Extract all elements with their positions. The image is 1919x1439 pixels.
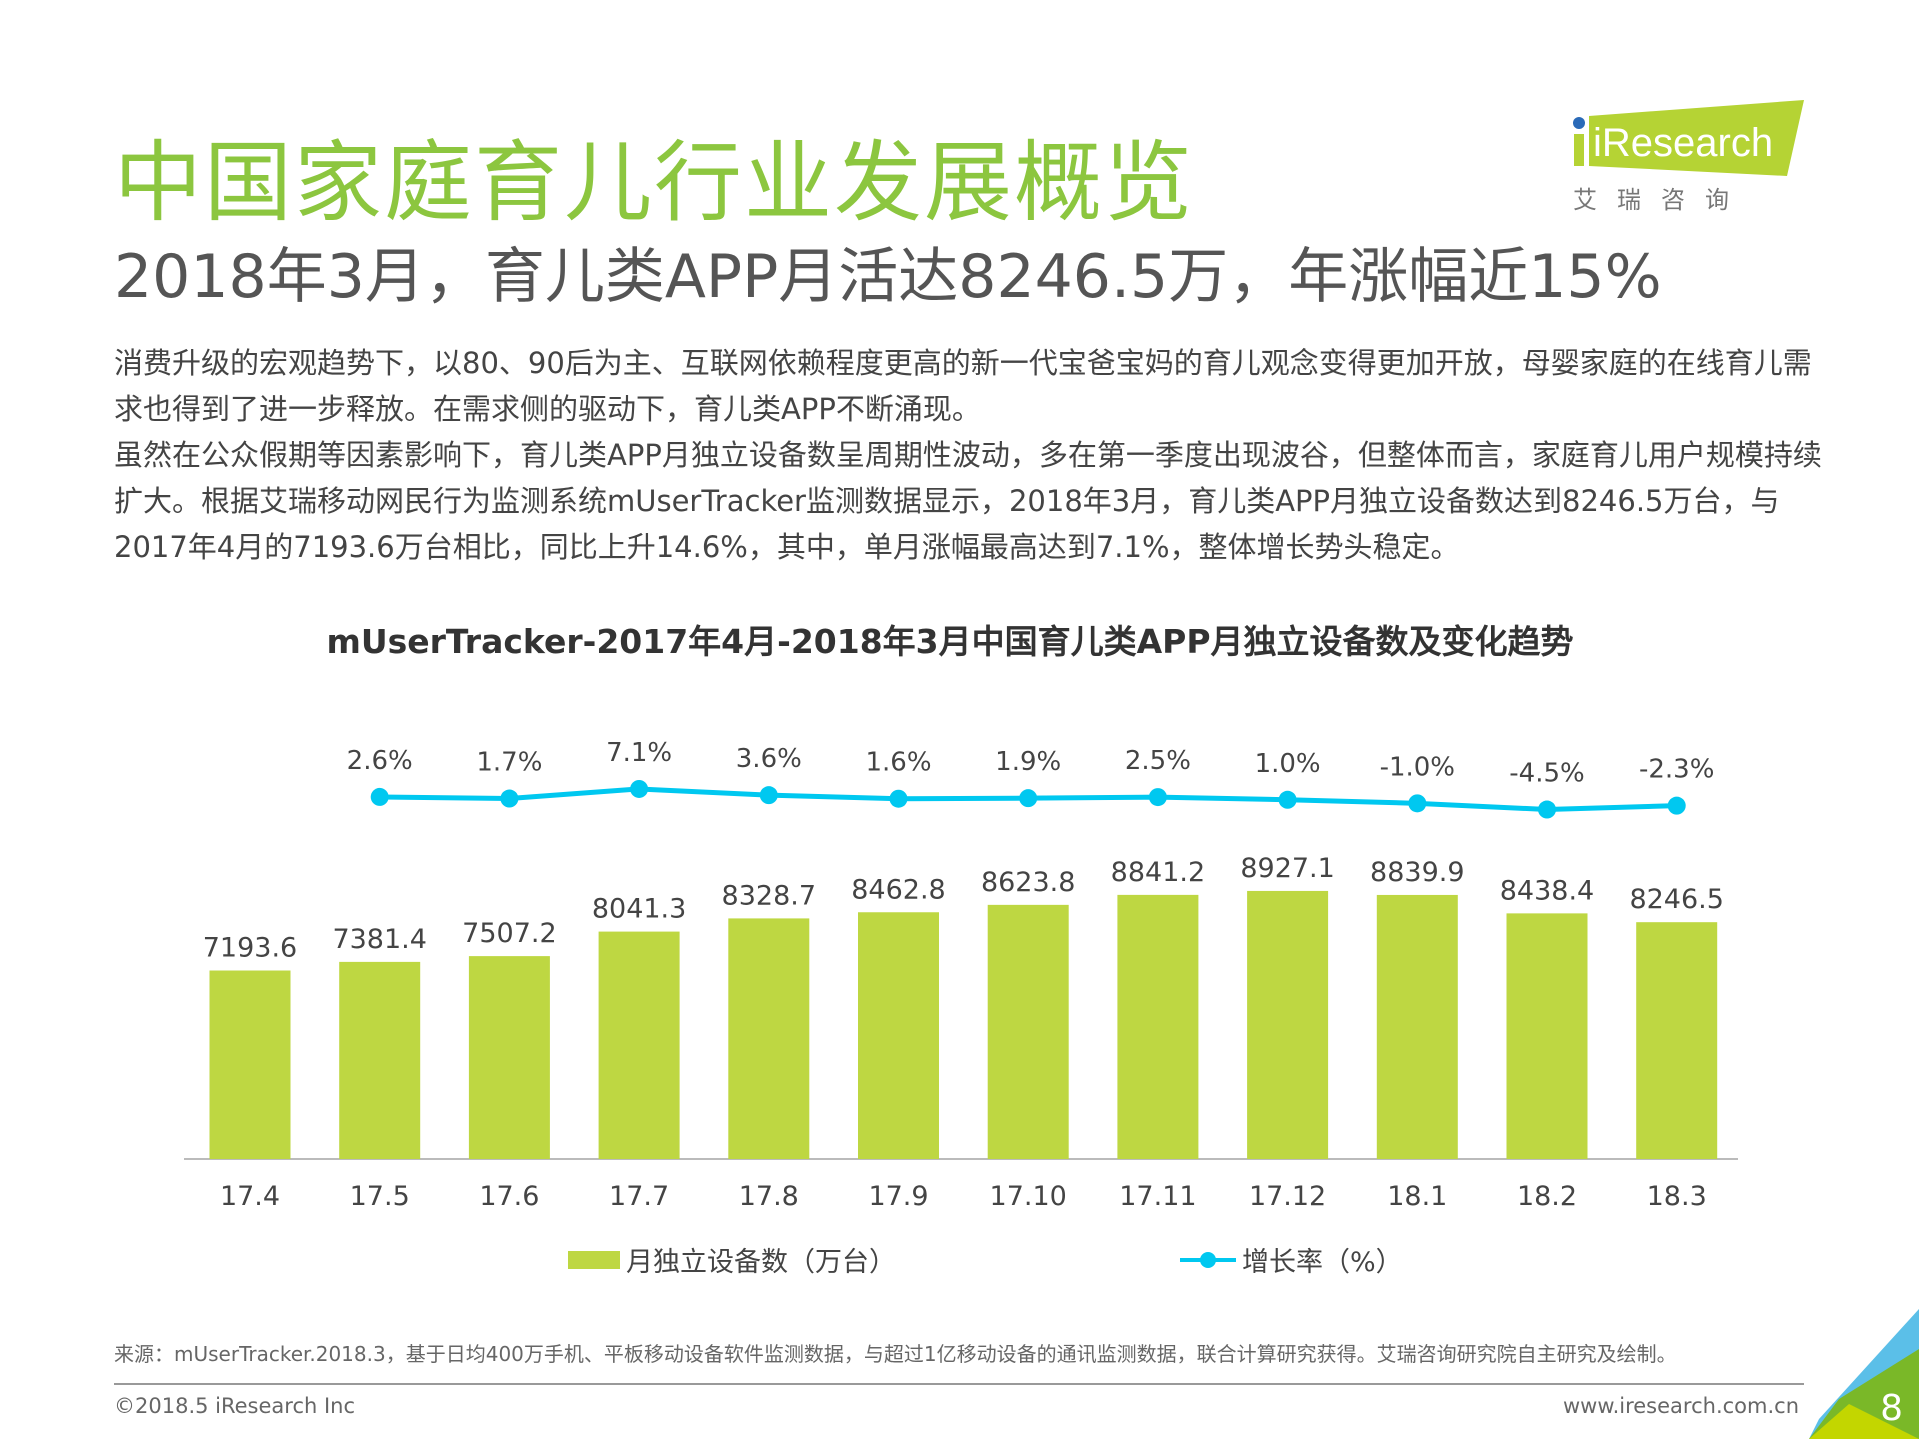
x-tick-label: 17.12 — [1249, 1181, 1326, 1212]
legend-swatch-line — [1180, 1251, 1236, 1268]
bar-data-label: 8246.5 — [1629, 884, 1723, 915]
bar — [1117, 894, 1199, 1159]
corner-decoration — [1809, 1309, 1919, 1439]
paragraph: 消费升级的宏观趋势下，以80、90后为主、互联网依赖程度更高的新一代宝爸宝妈的育… — [114, 346, 1812, 426]
bar — [728, 918, 810, 1159]
copyright: ©2018.5 iResearch Inc — [114, 1394, 356, 1418]
page-subtitle: 2018年3月，育儿类APP月活达8246.5万，年涨幅近15% — [114, 242, 1662, 312]
bar — [987, 904, 1069, 1159]
line-point — [1538, 800, 1556, 819]
legend-item-line: 增长率（%） — [1180, 1240, 1403, 1279]
logo-text: iResearch — [1593, 121, 1773, 165]
bar — [1636, 922, 1718, 1159]
bar — [1376, 894, 1458, 1159]
line-data-label: 1.7% — [476, 748, 542, 778]
x-tick-label: 18.2 — [1517, 1181, 1577, 1212]
bar-data-label: 8328.7 — [722, 880, 816, 911]
bar-data-label: 8462.8 — [851, 874, 945, 905]
bar — [1247, 890, 1329, 1159]
line-point — [759, 786, 778, 805]
legend-swatch-bar — [568, 1250, 620, 1269]
line-point — [1019, 789, 1038, 808]
chart-title: mUserTracker-2017年4月-2018年3月中国育儿类APP月独立设… — [326, 622, 1574, 661]
bar — [209, 970, 291, 1159]
x-tick-label: 17.8 — [739, 1181, 799, 1212]
footer-divider — [114, 1383, 1804, 1385]
logo-graphic: iResearch 艾瑞咨询 — [1573, 100, 1804, 214]
line-point — [500, 789, 519, 808]
line-data-label: -2.3% — [1639, 755, 1714, 785]
line-point — [1278, 790, 1297, 809]
line-point — [1148, 788, 1167, 807]
x-tick-label: 18.3 — [1647, 1181, 1707, 1212]
line-data-label: 7.1% — [606, 738, 672, 768]
bar-data-label: 8438.4 — [1500, 875, 1594, 906]
source-note: 来源：mUserTracker.2018.3，基于日均400万手机、平板移动设备… — [114, 1342, 1677, 1366]
line-data-label: 1.9% — [995, 747, 1061, 777]
line-point — [1408, 794, 1427, 813]
page-title: 中国家庭育儿行业发展概览 — [114, 131, 1195, 234]
website-link[interactable]: www.iresearch.com.cn — [1562, 1394, 1799, 1418]
x-tick-label: 17.6 — [479, 1181, 539, 1212]
x-tick-label: 17.5 — [350, 1181, 410, 1212]
x-tick-label: 17.9 — [868, 1181, 928, 1212]
line-point — [370, 787, 389, 806]
bar — [468, 956, 550, 1159]
line-point — [1667, 796, 1686, 815]
line-data-label: 3.6% — [736, 744, 802, 774]
legend-label: 增长率（%） — [1242, 1247, 1403, 1278]
bar-data-label: 7381.4 — [332, 924, 426, 955]
svg-text:艾瑞咨询: 艾瑞咨询 — [1573, 186, 1749, 214]
line-point — [630, 779, 649, 798]
bar-data-label: 8841.2 — [1111, 857, 1205, 888]
line-data-label: 2.6% — [347, 746, 413, 776]
bar — [858, 912, 939, 1159]
bar — [339, 961, 421, 1159]
bar-data-label: 8041.3 — [592, 894, 686, 925]
bar-data-label: 7507.2 — [462, 918, 556, 949]
bar-data-label: 8839.9 — [1370, 857, 1464, 888]
iresearch-logo: iResearch 艾瑞咨询 — [1559, 96, 1819, 216]
x-tick-label: 17.10 — [990, 1181, 1067, 1212]
line-data-label: -4.5% — [1509, 759, 1584, 789]
bar — [1506, 913, 1588, 1159]
page-number: 8 — [1880, 1388, 1903, 1429]
x-tick-label: 18.1 — [1387, 1181, 1447, 1212]
x-tick-label: 17.11 — [1119, 1181, 1196, 1212]
line-data-label: 1.0% — [1255, 749, 1321, 779]
x-tick-label: 17.7 — [609, 1181, 669, 1212]
body-text: 消费升级的宏观趋势下，以80、90后为主、互联网依赖程度更高的新一代宝爸宝妈的育… — [114, 340, 1834, 570]
legend-item-bar: 月独立设备数（万台） — [568, 1240, 896, 1279]
line-point — [889, 789, 908, 808]
line-data-label: -1.0% — [1380, 752, 1455, 782]
line-data-label: 2.5% — [1125, 746, 1191, 776]
bar — [598, 931, 680, 1159]
bar-data-label: 8927.1 — [1240, 853, 1334, 884]
x-tick-label: 17.4 — [220, 1181, 280, 1212]
bar-data-label: 8623.8 — [981, 867, 1075, 898]
legend-label: 月独立设备数（万台） — [626, 1247, 896, 1278]
combo-chart: 7193.6 17.4 7381.4 17.5 7507.2 17.6 8041.3 17.7… — [184, 738, 1738, 1212]
line-data-label: 1.6% — [865, 748, 931, 778]
paragraph: 虽然在公众假期等因素影响下，育儿类APP月独立设备数呈周期性波动，多在第一季度出… — [114, 438, 1822, 564]
bar-data-label: 7193.6 — [203, 933, 297, 964]
